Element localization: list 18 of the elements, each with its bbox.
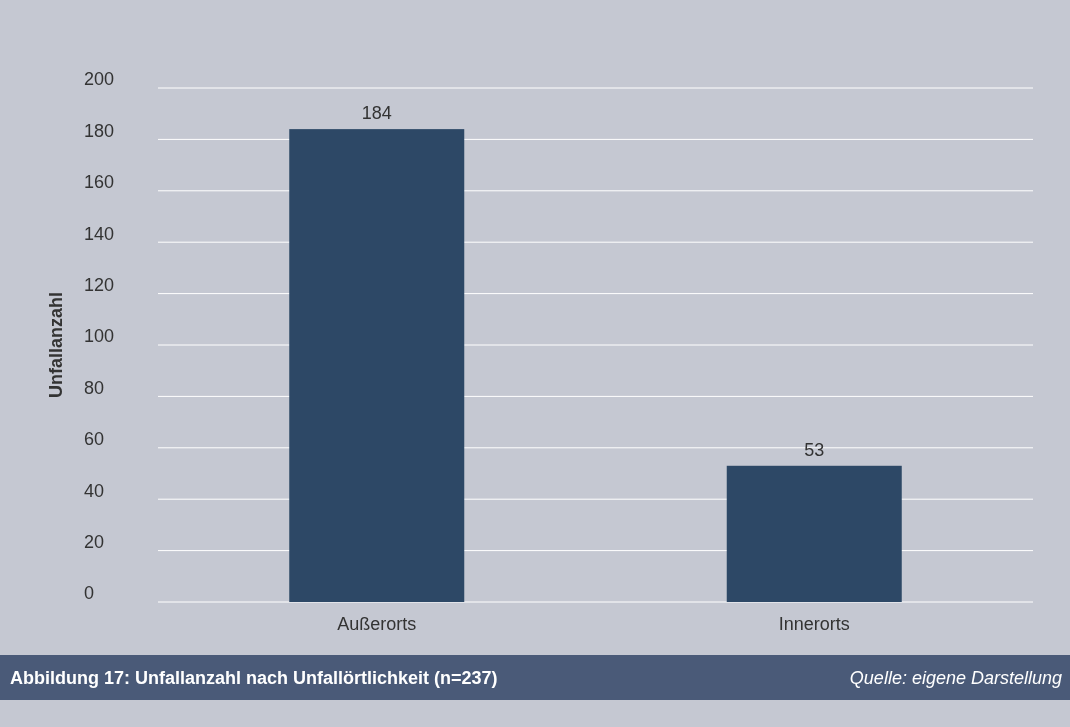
y-tick-label: 120 <box>84 274 115 295</box>
source-note: Quelle: eigene Darstellung <box>849 668 1062 688</box>
y-axis-title: Unfallanzahl <box>46 291 66 399</box>
y-tick-label: 180 <box>84 120 115 141</box>
y-tick-label: 200 <box>84 69 115 90</box>
data-label: 53 <box>804 439 825 460</box>
y-tick-label: 160 <box>84 172 115 193</box>
x-tick-label: Innerorts <box>778 614 850 634</box>
y-tick-label: 20 <box>84 531 105 552</box>
y-tick-label: 60 <box>84 429 105 450</box>
y-tick-label: 0 <box>84 583 95 604</box>
x-tick-label: Außerorts <box>337 614 417 634</box>
y-tick-label: 100 <box>84 326 115 347</box>
text: Abbildung 17: Unfallanzahl nach Unfallörtlichkeit (n=237) <box>10 668 498 688</box>
y-tick-label: 80 <box>84 377 105 398</box>
y-tick-label: 40 <box>84 480 105 501</box>
y-tick-label: 140 <box>84 223 115 244</box>
data-label: 184 <box>361 103 392 124</box>
